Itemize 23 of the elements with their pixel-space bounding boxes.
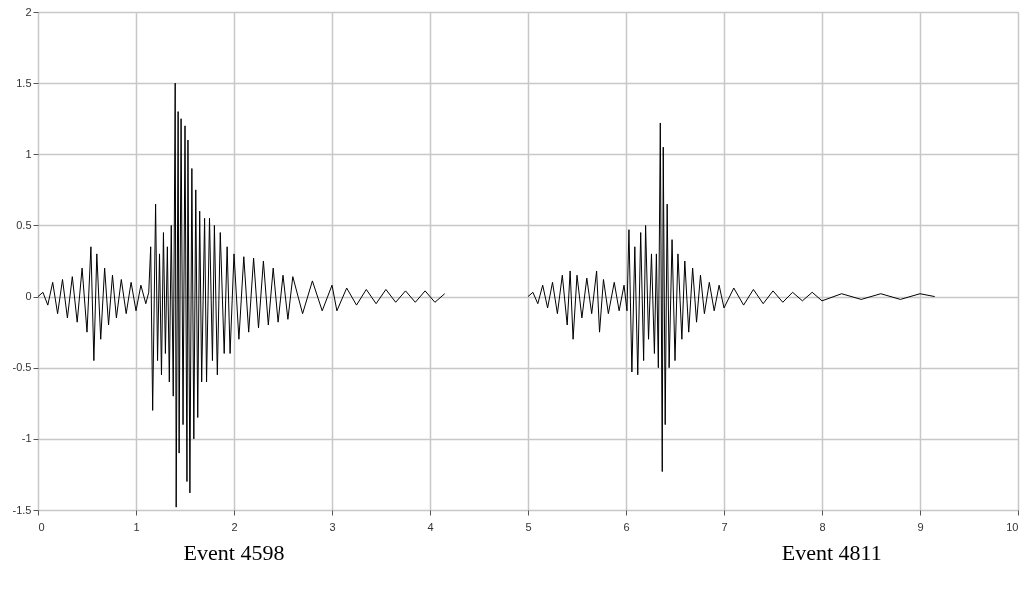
y-tick-label: 0 (25, 290, 32, 303)
y-tick-label: -0.5 (12, 361, 32, 374)
y-tick-label: 0.5 (16, 218, 32, 231)
x-tick-label: 7 (721, 520, 728, 533)
line-series (38, 82, 446, 508)
x-tick-label: 8 (819, 520, 826, 533)
x-tick-label: 9 (917, 520, 924, 533)
line-series (527, 122, 936, 473)
x-tick-label: 5 (525, 520, 532, 533)
x-tick-label: 3 (329, 520, 336, 533)
x-tick-label: 0 (38, 520, 45, 533)
x-tick-label: 10 (1006, 520, 1019, 533)
y-tick-label: -1.5 (12, 503, 32, 516)
x-tick-label: 2 (231, 520, 238, 533)
x-tick-label: 6 (623, 520, 630, 533)
text: Event 4811 (781, 540, 882, 565)
y-tick-label: 1.5 (16, 76, 32, 89)
y-tick-label: 2 (25, 5, 32, 18)
x-tick-label: 1 (133, 520, 140, 533)
y-tick-label: -1 (21, 432, 32, 445)
x-tick-label: 4 (427, 520, 434, 533)
text: Event 4598 (183, 540, 285, 565)
y-tick-label: 1 (25, 147, 32, 160)
